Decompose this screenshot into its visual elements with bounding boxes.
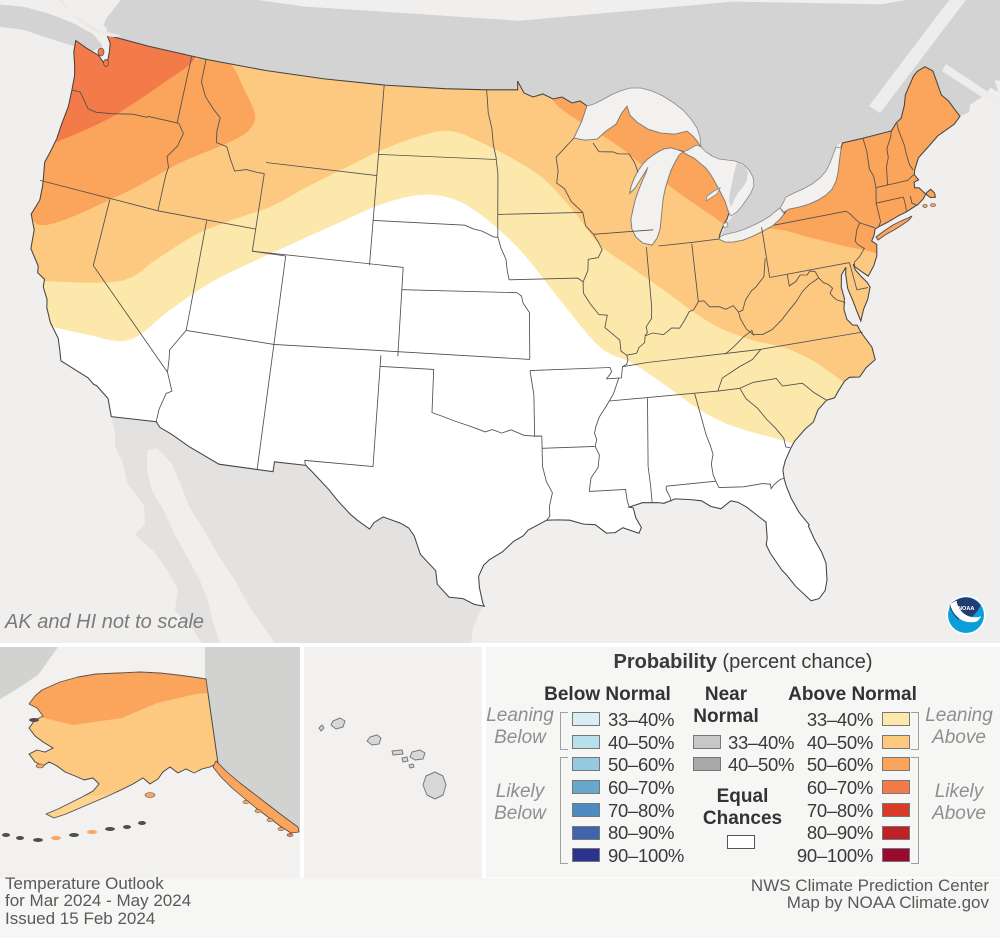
svg-text:NOAA: NOAA bbox=[958, 606, 974, 612]
